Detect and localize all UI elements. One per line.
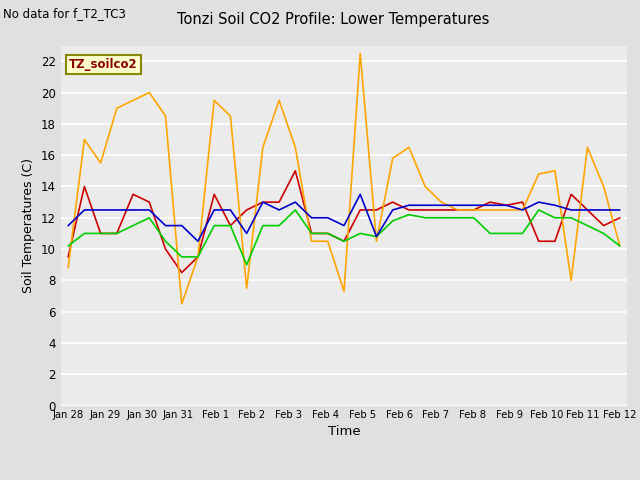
Text: TZ_soilco2: TZ_soilco2 [69, 58, 138, 71]
Text: Tonzi Soil CO2 Profile: Lower Temperatures: Tonzi Soil CO2 Profile: Lower Temperatur… [177, 12, 489, 27]
Y-axis label: Soil Temperatures (C): Soil Temperatures (C) [22, 158, 35, 293]
Text: No data for f_T2_TC3: No data for f_T2_TC3 [3, 7, 126, 20]
X-axis label: Time: Time [328, 425, 360, 438]
Legend: Open -8cm, Tree -8cm, Open -16cm, Tree -16cm: Open -8cm, Tree -8cm, Open -16cm, Tree -… [131, 475, 557, 480]
